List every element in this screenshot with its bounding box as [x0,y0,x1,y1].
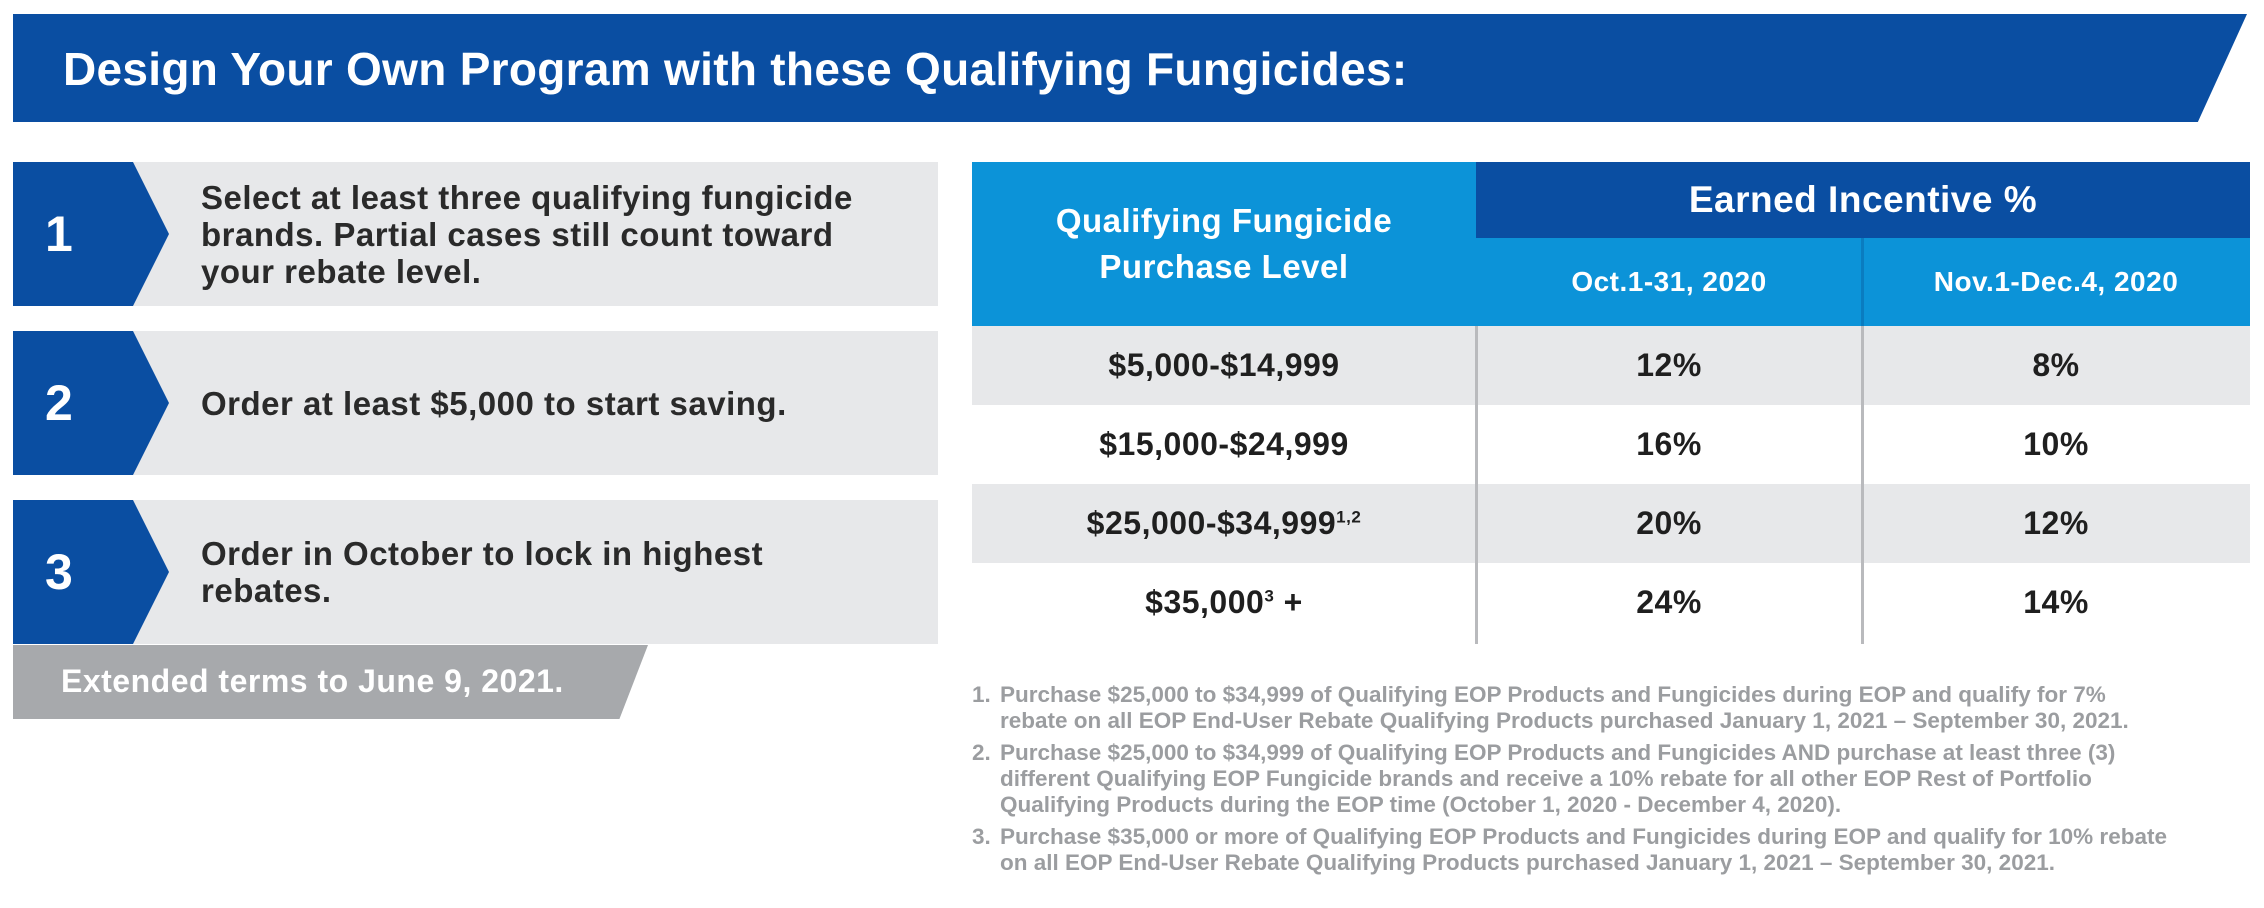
step-3: 3 Order in October to lock in highest re… [13,500,938,644]
purchase-level-cell: $35,0003 + [1145,584,1303,620]
column-divider [1861,326,1864,644]
footnote-1: 1. Purchase $25,000 to $34,999 of Qualif… [972,682,2257,734]
step-number: 2 [45,375,73,431]
footnote-number: 2. [972,740,991,765]
step-text-line: brands. Partial cases still count toward [201,215,834,253]
step-text: Order in October to lock in highest reba… [201,500,921,644]
earned-incentive-header: Earned Incentive % [1476,162,2250,238]
step-number: 3 [45,544,73,600]
purchase-level-header: Qualifying Fungicide Purchase Level [972,162,1476,326]
nov-incentive-cell: 14% [2023,584,2089,620]
footnote-2: 2. Purchase $25,000 to $34,999 of Qualif… [972,740,2257,818]
extended-terms-banner: Extended terms to June 9, 2021. [13,645,648,719]
footnote-line: Purchase $25,000 to $34,999 of Qualifyin… [1000,740,2116,765]
purchase-level-cell: $5,000-$14,999 [1108,347,1340,383]
footnotes: 1. Purchase $25,000 to $34,999 of Qualif… [972,682,2257,882]
oct-incentive-cell: 12% [1636,347,1702,383]
footnote-3: 3. Purchase $35,000 or more of Qualifyin… [972,824,2257,876]
footnote-number: 3. [972,824,991,849]
table-row: $25,000-$34,9991,2 20% 12% [972,484,2250,563]
incentive-table: Qualifying Fungicide Purchase Level Earn… [972,162,2250,644]
purchase-level-header-line: Qualifying Fungicide [1055,202,1393,239]
oct-incentive-cell: 24% [1636,584,1702,620]
oct-incentive-cell: 16% [1636,426,1702,462]
column-divider [1475,326,1478,644]
period-header-oct: Oct.1-31, 2020 [1476,238,1862,326]
step-text-line: rebates. [201,572,332,609]
purchase-level-cell: $15,000-$24,999 [1099,426,1349,462]
step-text-line: Order in October to lock in highest [201,535,764,572]
header-banner: Design Your Own Program with these Quali… [13,14,2247,122]
oct-incentive-cell: 20% [1636,505,1702,541]
footnote-line: Qualifying Products during the EOP time … [1000,792,1842,817]
footnote-line: Purchase $35,000 or more of Qualifying E… [1000,824,2167,849]
purchase-level-header-line: Purchase Level [1099,248,1349,285]
step-text: Select at least three qualifying fungici… [201,162,921,306]
step-1: 1 Select at least three qualifying fungi… [13,162,938,306]
table-row: $5,000-$14,999 12% 8% [972,326,2250,405]
table-row: $15,000-$24,999 16% 10% [972,405,2250,484]
table-row: $35,0003 + 24% 14% [972,563,2250,642]
step-2: 2 Order at least $5,000 to start saving. [13,331,938,475]
footnote-line: rebate on all EOP End-User Rebate Qualif… [1000,708,2129,733]
nov-incentive-cell: 8% [2032,347,2080,383]
footnote-number: 1. [972,682,991,707]
nov-incentive-cell: 12% [2023,505,2089,541]
column-divider [1861,238,1864,326]
footnote-line: different Qualifying EOP Fungicide brand… [1000,766,2092,791]
nov-incentive-cell: 10% [2023,426,2089,462]
footnote-line: on all EOP End-User Rebate Qualifying Pr… [1000,850,2055,875]
purchase-level-cell: $25,000-$34,9991,2 [1086,505,1362,541]
step-text-line: your rebate level. [201,252,482,290]
page-title: Design Your Own Program with these Quali… [63,43,1408,95]
period-header-nov: Nov.1-Dec.4, 2020 [1862,238,2250,326]
step-text-line: Order at least $5,000 to start saving. [201,384,787,422]
extended-terms-text: Extended terms to June 9, 2021. [61,663,564,699]
footnote-line: Purchase $25,000 to $34,999 of Qualifyin… [1000,682,2106,707]
step-text-line: Select at least three qualifying fungici… [201,178,853,216]
step-number: 1 [45,206,73,262]
step-text: Order at least $5,000 to start saving. [201,331,921,475]
